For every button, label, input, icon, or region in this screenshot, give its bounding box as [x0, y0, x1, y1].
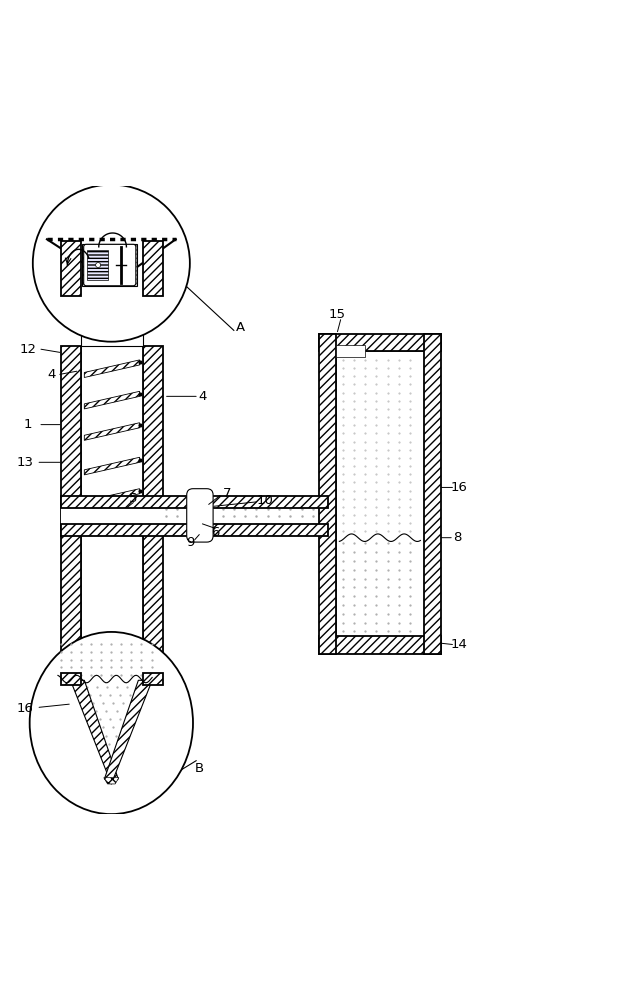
Bar [319, 334, 441, 351]
Text: 16: 16 [451, 481, 467, 494]
Bar [81, 346, 143, 679]
Text: 6: 6 [211, 526, 219, 539]
Text: 8: 8 [452, 531, 461, 544]
Polygon shape [85, 457, 139, 475]
Text: 1: 1 [23, 418, 32, 431]
Text: 9: 9 [186, 536, 194, 549]
Bar [61, 673, 81, 685]
Ellipse shape [30, 632, 193, 814]
Bar [61, 496, 328, 508]
Polygon shape [85, 423, 139, 440]
Bar [143, 673, 163, 685]
Bar [336, 351, 423, 636]
Bar [83, 244, 137, 286]
Text: 13: 13 [17, 456, 34, 469]
Text: A: A [235, 321, 245, 334]
Text: 7: 7 [223, 487, 232, 500]
Polygon shape [71, 680, 118, 784]
Bar [319, 334, 336, 654]
Bar [61, 508, 328, 524]
Text: 16: 16 [17, 702, 33, 715]
Bar [61, 241, 81, 296]
Circle shape [33, 185, 190, 342]
Bar [319, 636, 441, 654]
Text: 12: 12 [20, 343, 36, 356]
Polygon shape [104, 680, 152, 784]
Text: B: B [195, 762, 204, 775]
Bar [61, 346, 81, 679]
Text: 14: 14 [451, 638, 467, 651]
Bar [88, 250, 108, 280]
Text: 5: 5 [129, 492, 138, 505]
Bar [143, 346, 163, 679]
Polygon shape [103, 778, 119, 784]
Polygon shape [85, 360, 139, 377]
FancyBboxPatch shape [187, 489, 213, 542]
Text: 4: 4 [198, 390, 206, 403]
Text: 15: 15 [329, 308, 346, 321]
Polygon shape [85, 391, 139, 409]
FancyBboxPatch shape [84, 244, 136, 286]
Circle shape [96, 263, 101, 268]
Bar [423, 334, 441, 654]
Text: 10: 10 [257, 493, 274, 506]
Bar [81, 327, 143, 346]
Bar [143, 241, 163, 296]
Bar [336, 345, 365, 357]
Bar [61, 524, 328, 536]
Text: 4: 4 [47, 368, 56, 381]
Polygon shape [85, 489, 139, 506]
